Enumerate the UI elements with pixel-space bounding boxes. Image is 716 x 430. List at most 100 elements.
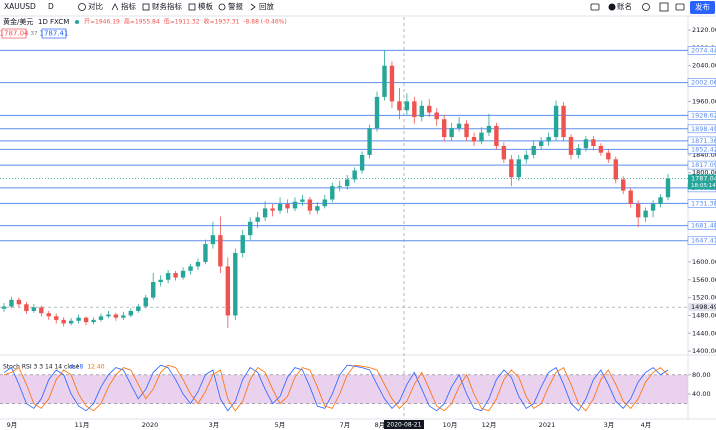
layout-icon[interactable] <box>590 3 600 11</box>
publish-button[interactable] <box>690 1 715 14</box>
dashed-level-box <box>688 303 716 312</box>
alert-icon <box>218 3 226 11</box>
template-icon <box>188 3 196 11</box>
candle-body <box>427 105 432 113</box>
bid-box[interactable] <box>1 28 27 39</box>
candle-body <box>195 261 201 267</box>
legend-value: 12.40 <box>87 364 104 371</box>
candle-body <box>546 137 551 142</box>
market-status <box>75 20 79 24</box>
candle-body <box>404 101 410 111</box>
replay-icon <box>250 3 256 11</box>
price-level-box <box>687 111 716 120</box>
candle-body <box>277 203 283 211</box>
financial-icon <box>142 3 150 11</box>
candle-body <box>113 314 119 318</box>
ohlc-value: 开=1946.19 <box>84 19 120 26</box>
price-level-box <box>687 236 716 246</box>
candle-body <box>359 154 365 171</box>
toolbar-item[interactable]: 财务指标 <box>152 1 182 11</box>
candle-body <box>494 125 499 146</box>
candle-body <box>434 112 439 120</box>
compare-icon <box>78 3 86 11</box>
candle-body <box>397 101 402 111</box>
candle-body <box>501 145 507 160</box>
candle-body <box>337 186 342 187</box>
x-tick-label: 2020 <box>142 421 159 429</box>
price-level-box <box>687 78 716 87</box>
candle-body <box>516 159 521 178</box>
candle-body <box>441 119 447 138</box>
price-level-box <box>687 124 716 134</box>
interval[interactable]: D <box>48 2 54 11</box>
candle-body <box>598 145 604 153</box>
candle-body <box>76 317 81 321</box>
price-level-box <box>687 221 716 230</box>
price-level-label: 1871.36 <box>691 137 716 145</box>
y-tick-label: 40.00 <box>692 390 711 398</box>
toolbar-item[interactable]: 警报 <box>228 1 243 11</box>
y-tick-label: 1400.00 <box>692 347 716 355</box>
settings-icon[interactable] <box>642 3 650 11</box>
candle-body <box>188 266 193 271</box>
candle-body <box>389 65 395 102</box>
x-tick-label: 10月 <box>443 421 458 429</box>
last-price-box <box>688 174 716 190</box>
candle-body <box>621 179 626 191</box>
candle-body <box>285 203 290 209</box>
toolbar: XAUUSD D 对比 指标 财务指标 模板 警报 回放 账名 发布 <box>0 1 716 17</box>
snapshot-icon[interactable] <box>675 3 685 11</box>
toolbar-item[interactable]: 回放 <box>259 1 274 11</box>
candle-body <box>1 306 7 309</box>
candle-body <box>665 178 671 198</box>
toolbar-item[interactable]: 对比 <box>88 1 103 11</box>
toolbar-item[interactable]: 模板 <box>198 1 213 11</box>
candle-body <box>479 132 484 142</box>
price-level-label: 1681.48 <box>691 222 716 230</box>
candle-body <box>456 123 462 129</box>
candle-body <box>606 152 611 160</box>
y-tick-label: 80.00 <box>692 371 711 379</box>
y-tick-label: 1440.00 <box>692 329 716 337</box>
candle-body <box>98 316 104 320</box>
candle-body <box>16 299 22 305</box>
ask-box[interactable] <box>41 28 67 39</box>
ohlc-value: 低=1911.32 <box>164 18 200 26</box>
candle-body <box>158 279 163 282</box>
candle-body <box>412 101 417 117</box>
toolbar-item[interactable]: 指标 <box>121 1 136 11</box>
legend-value: 4.18 <box>70 364 84 371</box>
legend-ohlc: 开=1946.19 高=1955.84 低=1911.32 收=1937.31 -8.8… <box>84 18 287 26</box>
rsi-line <box>3 364 669 412</box>
candle-body <box>106 314 111 317</box>
candle-body <box>509 159 514 178</box>
candle-body <box>374 96 380 129</box>
symbol[interactable]: XAUUSD <box>4 2 36 11</box>
price-level-label: 1731.38 <box>691 199 716 207</box>
candle-body <box>322 199 328 207</box>
ask[interactable]: 1787.41 <box>40 30 69 38</box>
candle-body <box>61 319 66 324</box>
candle-body <box>143 297 148 307</box>
candle-body <box>658 197 663 204</box>
account[interactable]: 账名 <box>617 1 632 11</box>
fullscreen-icon[interactable] <box>659 2 669 12</box>
y-tick-label: 1520.00 <box>692 294 716 302</box>
price-level-box <box>687 160 716 170</box>
bid[interactable]: 1787.04 <box>0 30 29 38</box>
last-price-label: 1787.04 <box>691 175 716 183</box>
x-tick-label: 12月 <box>482 421 497 429</box>
publish-label[interactable]: 发布 <box>695 2 710 12</box>
candle-body <box>449 128 454 138</box>
candle-body <box>628 190 633 204</box>
y-tick-label: 1560.00 <box>692 276 716 284</box>
candle-body <box>39 307 44 314</box>
price-level-label: 1928.62 <box>691 111 716 119</box>
candle-body <box>9 299 14 307</box>
candle-body <box>330 186 335 200</box>
candle-body <box>471 137 477 142</box>
candle-body <box>382 65 387 97</box>
candle-body <box>165 273 171 280</box>
price-level-label: 1898.49 <box>691 125 716 133</box>
